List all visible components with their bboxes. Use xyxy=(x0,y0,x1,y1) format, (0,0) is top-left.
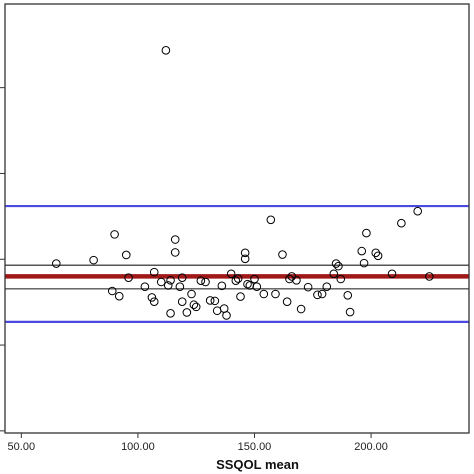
data-point xyxy=(170,235,180,244)
data-point xyxy=(329,269,339,279)
data-point xyxy=(250,274,259,284)
data-point xyxy=(233,274,243,283)
data-point xyxy=(266,215,276,225)
data-point xyxy=(163,281,173,290)
reference-lines xyxy=(5,204,469,323)
data-point xyxy=(191,302,201,312)
data-point xyxy=(331,259,341,268)
x-tick-label: 50.00 xyxy=(8,441,36,453)
data-point xyxy=(114,291,124,301)
data-point xyxy=(359,258,369,268)
data-points xyxy=(51,46,434,320)
x-tick-label: 100.00 xyxy=(121,441,155,453)
data-point xyxy=(259,289,269,299)
data-point xyxy=(140,282,150,292)
data-point xyxy=(322,282,332,292)
data-point xyxy=(387,269,397,279)
x-axis-ticks: 50.00 100.00 150.00 200.00 xyxy=(8,433,388,453)
data-point xyxy=(303,282,313,292)
data-point xyxy=(210,296,220,306)
data-point xyxy=(175,282,185,292)
data-point xyxy=(51,259,61,268)
data-point xyxy=(252,282,262,292)
data-point xyxy=(243,279,252,289)
data-point xyxy=(156,277,166,287)
data-point xyxy=(292,275,301,285)
data-point xyxy=(397,218,406,228)
data-point xyxy=(121,250,131,260)
x-tick-label: 150.00 xyxy=(238,441,272,453)
data-point xyxy=(124,273,133,283)
data-point xyxy=(425,272,434,281)
data-point xyxy=(240,254,250,264)
data-point xyxy=(236,292,245,301)
data-point xyxy=(110,230,119,239)
data-point xyxy=(231,276,241,286)
data-point xyxy=(271,289,280,299)
data-point xyxy=(182,308,192,317)
data-point xyxy=(343,290,353,300)
data-point xyxy=(317,289,327,299)
data-point xyxy=(357,246,367,256)
data-point xyxy=(413,206,423,216)
data-point xyxy=(345,307,355,317)
data-point xyxy=(149,267,159,277)
data-point xyxy=(334,261,343,271)
data-point xyxy=(296,304,306,314)
data-point xyxy=(278,250,287,259)
data-point xyxy=(226,269,236,279)
data-point xyxy=(166,275,175,285)
plot-frame xyxy=(4,3,470,434)
data-point xyxy=(107,286,117,296)
data-point xyxy=(205,296,215,305)
data-point xyxy=(166,309,175,318)
data-point xyxy=(177,273,187,283)
data-point xyxy=(336,274,346,284)
data-point xyxy=(187,289,196,299)
data-point xyxy=(373,251,383,261)
data-point xyxy=(240,248,250,258)
x-axis-title: SSQOL mean xyxy=(216,457,299,472)
x-tick-label: 200.00 xyxy=(354,441,388,453)
data-point xyxy=(282,297,292,307)
data-point xyxy=(147,293,157,302)
y-axis-ticks xyxy=(0,87,5,432)
data-point xyxy=(189,300,199,310)
data-point xyxy=(161,46,171,55)
data-point xyxy=(201,277,210,287)
data-point xyxy=(313,290,322,300)
data-point xyxy=(177,297,187,307)
data-point xyxy=(170,248,180,257)
data-point xyxy=(89,255,98,265)
data-point xyxy=(217,281,227,291)
data-point xyxy=(371,248,381,258)
data-point xyxy=(362,228,371,238)
data-point xyxy=(149,297,159,307)
data-point xyxy=(222,311,231,320)
data-point xyxy=(196,276,206,286)
